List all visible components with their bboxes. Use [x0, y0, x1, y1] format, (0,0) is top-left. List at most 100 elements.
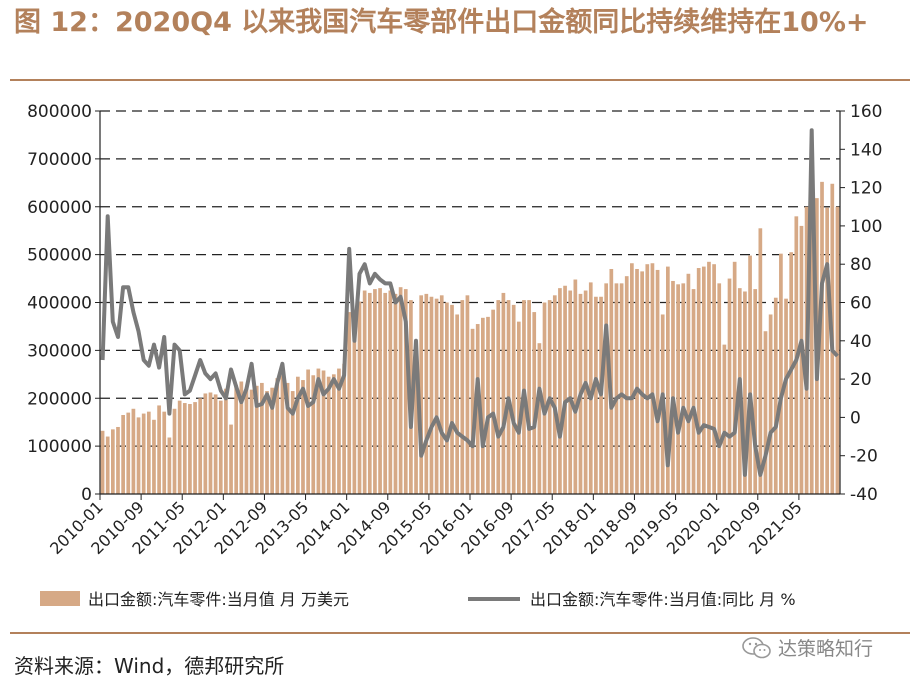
- y-axis-right: -40 -20 0 20 40 60 80 100 120 140 160: [840, 102, 882, 505]
- bar: [676, 284, 680, 494]
- bar: [650, 263, 655, 494]
- y-right-tick-label: 140: [850, 140, 882, 160]
- y-right-tick-label: 100: [850, 217, 882, 237]
- bar: [378, 288, 382, 494]
- bar: [717, 283, 722, 494]
- bar: [337, 368, 341, 494]
- bar: [491, 309, 495, 494]
- bar: [234, 384, 239, 494]
- gridlines: [100, 110, 840, 447]
- chart: 0 100000 200000 300000 400000 500000 600000 700…: [27, 102, 882, 609]
- bar: [121, 415, 125, 494]
- bar: [784, 298, 788, 494]
- bar: [393, 293, 398, 494]
- bar: [681, 283, 686, 494]
- bar: [157, 405, 161, 494]
- bar: [686, 273, 691, 494]
- y-right-tick-label: 0: [850, 408, 861, 428]
- bar: [624, 276, 629, 494]
- bar: [141, 413, 146, 494]
- bar: [496, 300, 501, 494]
- bar: [331, 374, 336, 494]
- bar: [820, 181, 824, 495]
- bar: [301, 380, 305, 494]
- bar: [568, 290, 573, 494]
- y-right-tick-label: -40: [850, 485, 878, 505]
- bar: [707, 261, 711, 494]
- bar: [203, 393, 208, 494]
- bar: [270, 387, 275, 494]
- bar: [563, 285, 567, 494]
- bar: [347, 312, 352, 494]
- bar: [321, 370, 326, 494]
- bar: [588, 282, 593, 494]
- bar: [696, 268, 701, 494]
- y-right-tick-label: -20: [850, 447, 878, 467]
- bar: [182, 403, 187, 494]
- bar: [809, 207, 814, 494]
- bar: [152, 419, 156, 494]
- bar: [532, 312, 537, 494]
- bar: [470, 328, 475, 494]
- bar: [403, 289, 408, 494]
- legend-label-line: 出口金额:汽车零件:当月值:同比 月 %: [530, 590, 796, 609]
- bar: [475, 324, 480, 494]
- bar: [357, 301, 362, 494]
- bar: [743, 291, 747, 494]
- bar: [326, 376, 331, 494]
- bar: [460, 300, 465, 494]
- bar: [414, 345, 418, 494]
- bar: [768, 314, 773, 494]
- line-series: [100, 128, 839, 477]
- bar: [373, 289, 377, 494]
- y-left-tick-label: 0: [81, 485, 92, 505]
- bar: [712, 264, 716, 494]
- bar: [244, 387, 249, 494]
- bar-series: [100, 181, 840, 495]
- bar: [383, 292, 388, 494]
- bar: [162, 411, 167, 494]
- bar: [465, 295, 470, 494]
- bar: [352, 332, 357, 494]
- bar: [727, 278, 732, 494]
- bar: [100, 430, 105, 494]
- bar: [116, 426, 120, 494]
- bar: [594, 296, 598, 494]
- bar: [614, 283, 619, 494]
- bar: [722, 344, 727, 494]
- bar: [665, 266, 670, 494]
- bar: [198, 398, 203, 494]
- bar: [285, 382, 290, 494]
- y-axis-left: 0 100000 200000 300000 400000 500000 600000 700…: [27, 102, 100, 505]
- y-right-tick-label: 120: [850, 179, 882, 199]
- bar: [260, 382, 264, 494]
- y-left-tick-label: 100000: [27, 437, 92, 457]
- bar: [552, 295, 557, 494]
- y-left-tick-label: 800000: [27, 102, 92, 122]
- bar: [799, 225, 804, 494]
- bar: [311, 375, 316, 494]
- y-left-tick-label: 600000: [27, 198, 92, 218]
- bar: [146, 411, 151, 494]
- bar: [630, 263, 634, 494]
- bar: [388, 290, 393, 494]
- bar: [763, 331, 768, 494]
- bar: [445, 302, 449, 494]
- bar: [218, 400, 223, 494]
- bar: [691, 289, 696, 494]
- bar: [486, 316, 490, 494]
- bar: [439, 295, 444, 494]
- bar: [131, 408, 136, 494]
- bar: [450, 304, 454, 494]
- bar: [773, 297, 778, 494]
- chart-title: 图 12：2020Q4 以来我国汽车零部件出口金额同比持续维持在10%+: [14, 7, 869, 38]
- bar: [239, 381, 244, 494]
- bar: [177, 400, 182, 494]
- bar: [362, 290, 367, 494]
- bar: [110, 429, 115, 494]
- bar: [136, 417, 141, 494]
- footer-rule: [10, 632, 910, 634]
- bar: [126, 412, 131, 494]
- bar: [640, 271, 645, 494]
- y-left-tick-label: 300000: [27, 341, 92, 361]
